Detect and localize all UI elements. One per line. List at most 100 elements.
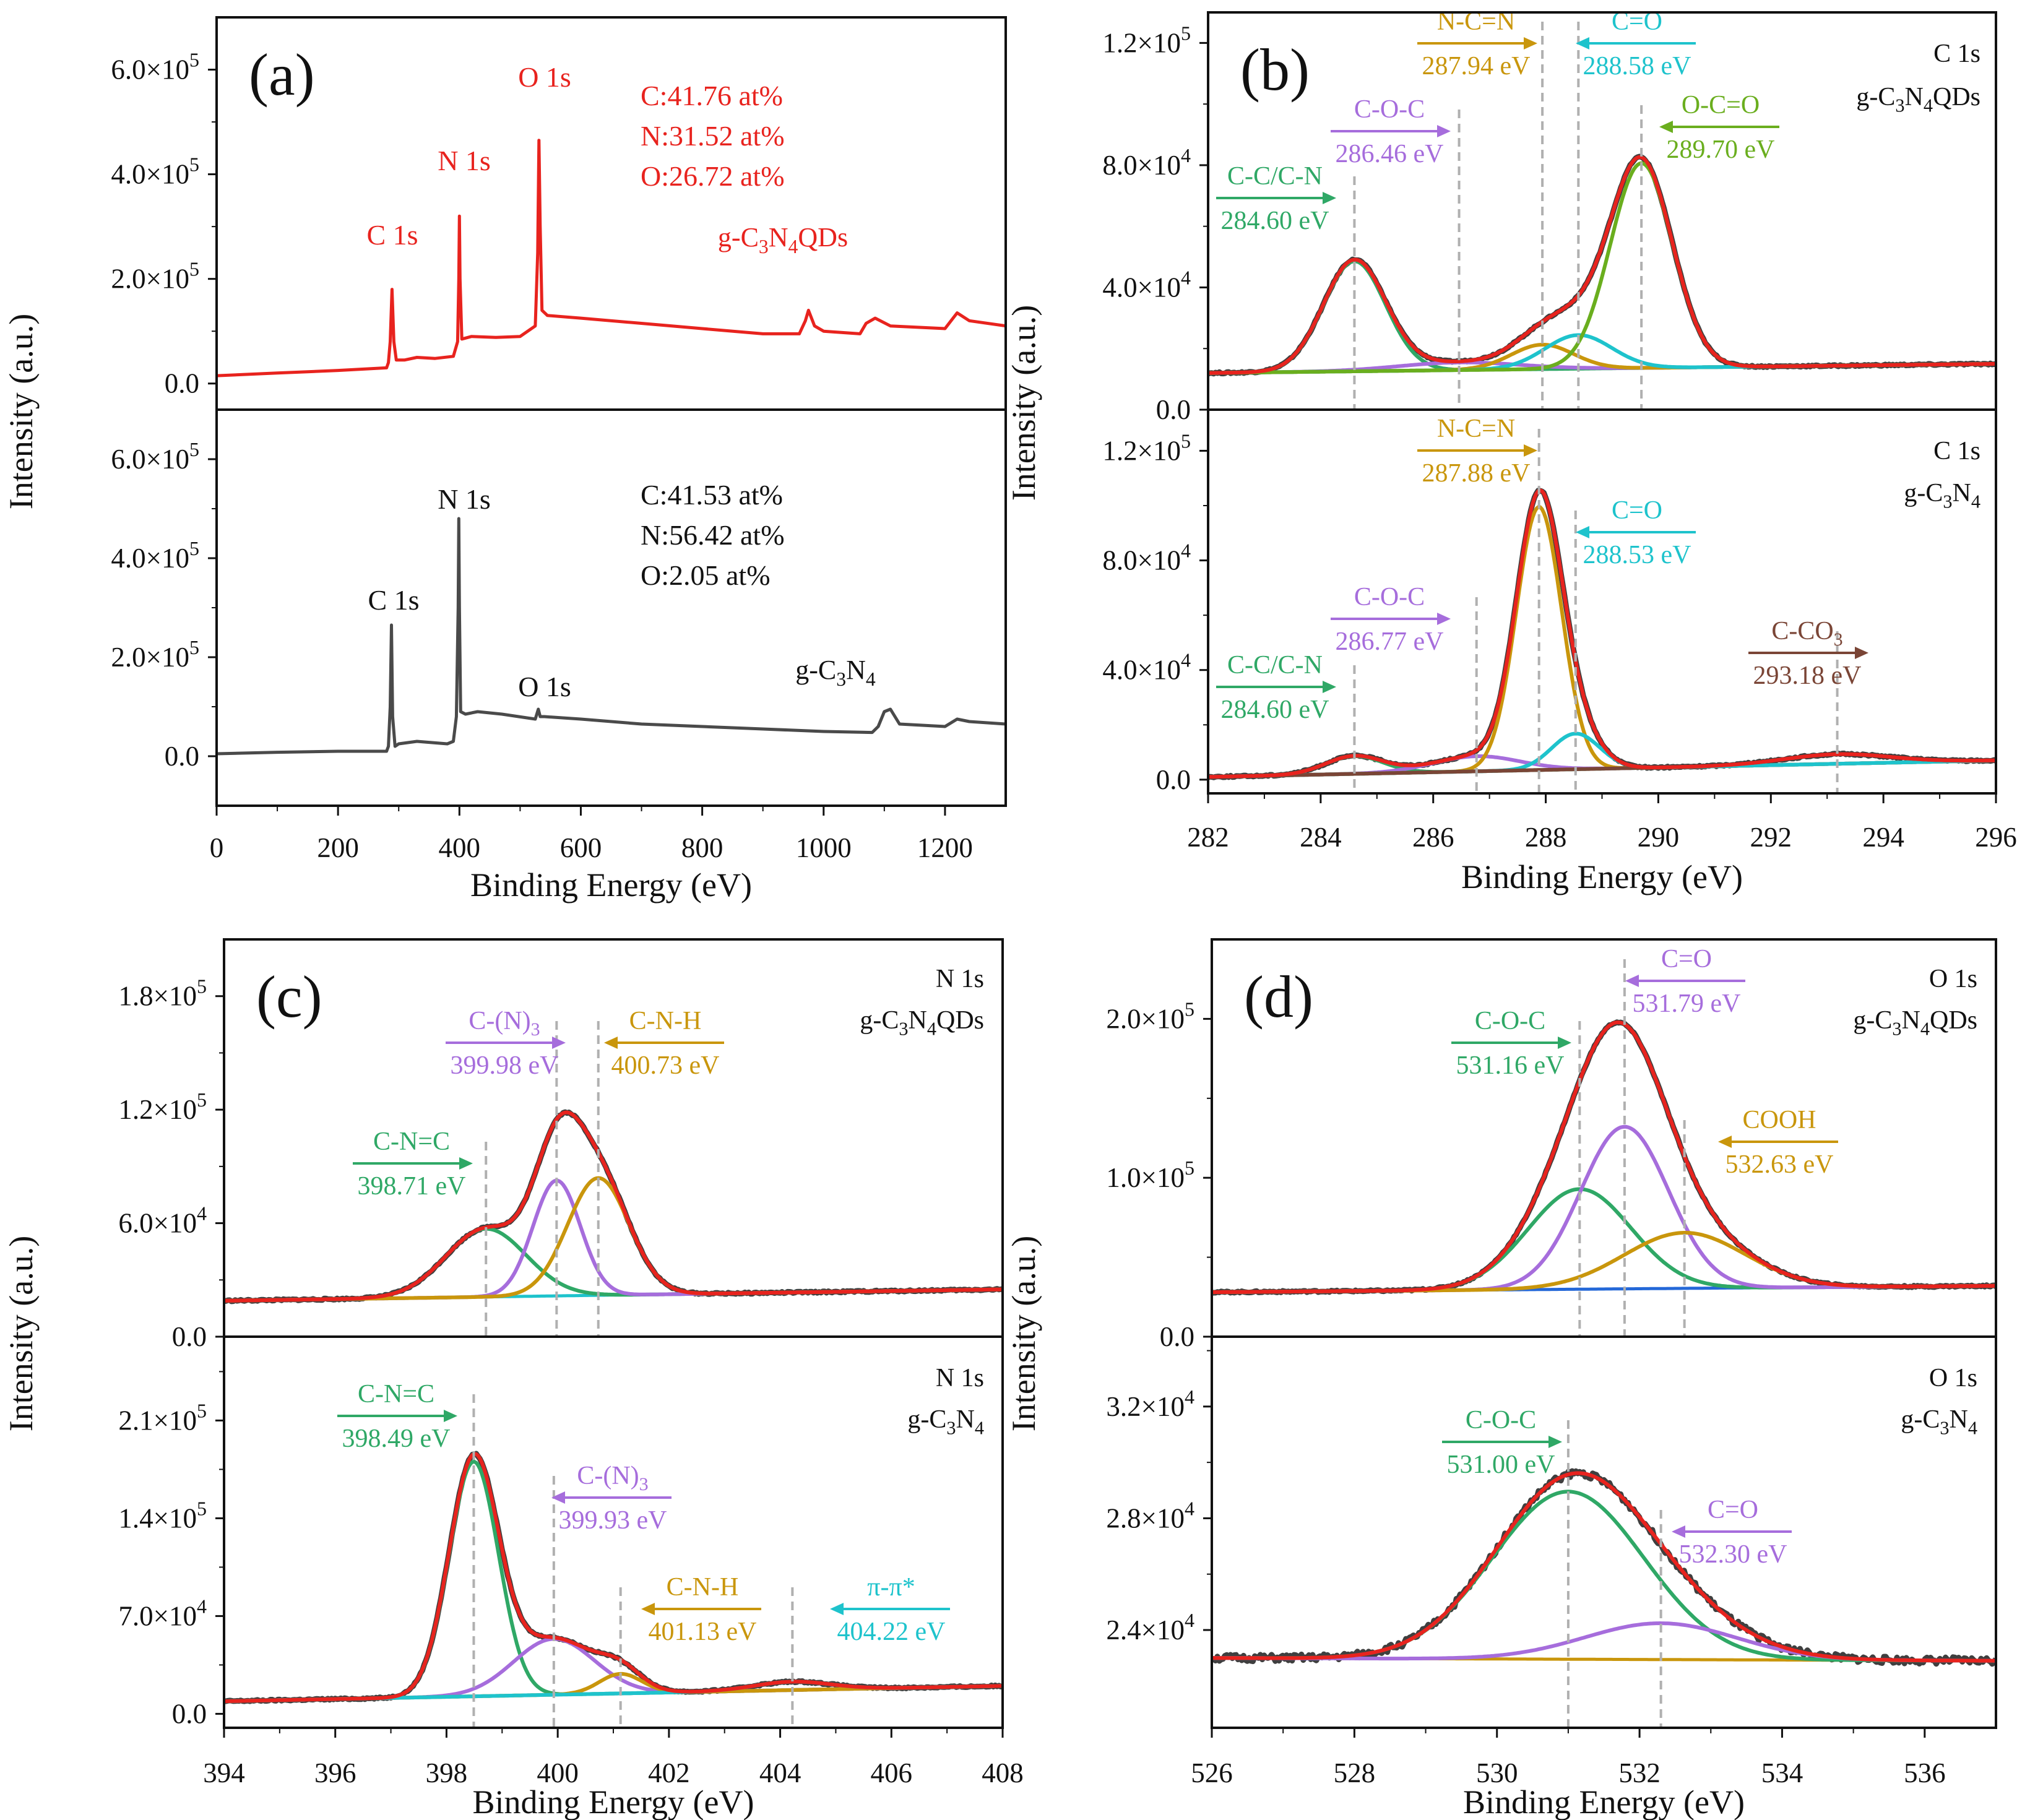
subplot-d-2: 2.4×104 2.8×104 3.2×104 C-O-C 531.00 eV C=O 53… xyxy=(1106,1335,1997,1729)
peak-arrow-head xyxy=(1576,37,1589,50)
y-tick-label: 0.0 xyxy=(172,1321,207,1352)
subplot-frame xyxy=(215,16,1007,411)
sample-label: g-C3N4QDs xyxy=(718,222,848,257)
y-axis-label: Intensity (a.u.) xyxy=(1005,305,1042,501)
x-tick-label: 600 xyxy=(560,832,602,863)
core-level-label: O 1s xyxy=(1929,1364,1977,1392)
component-line xyxy=(1212,1231,1996,1295)
peak-energy: 531.16 eV xyxy=(1456,1051,1565,1080)
subplot-frame xyxy=(1211,938,1997,1338)
x-tick-label: 290 xyxy=(1638,822,1680,853)
peak-energy: 284.60 eV xyxy=(1221,696,1329,724)
subplot-a-2: 0.0 2.0×105 4.0×105 6.0×105 C 1s N 1s O 1s C:41… xyxy=(111,408,1007,807)
x-tick-label: 528 xyxy=(1334,1757,1376,1788)
panel-a: 0.0 2.0×105 4.0×105 6.0×105 C 1s N 1s O 1s C:41… xyxy=(2,16,1007,904)
x-tick-label: 534 xyxy=(1761,1757,1803,1788)
x-tick-label: 400 xyxy=(439,832,481,863)
peak-arrow-head xyxy=(1855,647,1868,659)
peak-name: C=O xyxy=(1661,945,1712,973)
y-tick-label: 2.0×105 xyxy=(111,258,199,295)
peak-name: C-O-C xyxy=(1466,1406,1536,1434)
peak-energy: 287.88 eV xyxy=(1422,459,1531,488)
x-tick-label: 400 xyxy=(537,1757,579,1788)
y-tick-label: 1.0×105 xyxy=(1106,1157,1194,1193)
survey-line xyxy=(217,517,1006,756)
peak-name: C-N=C xyxy=(358,1380,434,1408)
core-level-label: C 1s xyxy=(1933,40,1980,68)
y-tick-label: 1.8×105 xyxy=(118,975,207,1012)
peak-energy: 532.30 eV xyxy=(1679,1540,1787,1569)
y-tick-label: 6.0×105 xyxy=(111,49,199,85)
sample-label: g-C3N4 xyxy=(907,1405,984,1439)
y-tick-label: 1.2×105 xyxy=(118,1089,207,1125)
y-tick-label: 6.0×104 xyxy=(118,1202,207,1239)
core-level-label: N 1s xyxy=(936,1364,984,1392)
peak-arrow-head xyxy=(552,1037,566,1049)
panel-label: (d) xyxy=(1244,964,1313,1030)
y-tick-label: 4.0×104 xyxy=(1102,649,1191,686)
peak-arrow-head xyxy=(604,1037,618,1049)
subplot-b-2: 0.0 4.0×104 8.0×104 1.2×105 C-C/C-N 284.60 eV… xyxy=(1102,408,1997,795)
peak-energy: 287.94 eV xyxy=(1422,52,1531,80)
survey-line xyxy=(217,139,1006,377)
peak-energy: 284.60 eV xyxy=(1221,207,1329,235)
y-tick-label: 0.0 xyxy=(172,1698,207,1729)
peak-energy: 398.49 eV xyxy=(342,1425,451,1453)
plot-area xyxy=(224,1109,1003,1305)
peak-arrow-head xyxy=(1625,975,1639,987)
panel-c: 0.0 6.0×104 1.2×105 1.8×105 C-N=C 398.71 eV C-… xyxy=(2,938,1024,1820)
core-level-label: C 1s xyxy=(1933,437,1980,465)
envelope-fit-line xyxy=(1208,488,1996,779)
peak-name: COOH xyxy=(1742,1106,1816,1134)
peak-energy: 400.73 eV xyxy=(611,1051,720,1080)
subplot-c-1: 0.0 6.0×104 1.2×105 1.8×105 C-N=C 398.71 eV C-… xyxy=(118,938,1004,1352)
peak-energy: 288.53 eV xyxy=(1583,541,1691,569)
x-axis-label: Binding Energy (eV) xyxy=(1461,858,1743,895)
panel-label: (b) xyxy=(1240,37,1310,103)
subplot-frame xyxy=(1207,408,1997,795)
peak-name: C-C/C-N xyxy=(1227,162,1323,191)
peak-arrow-head xyxy=(459,1157,473,1170)
sample-label: g-C3N4 xyxy=(1901,1405,1977,1439)
plot-area xyxy=(1212,1468,1996,1667)
y-tick-label: 4.0×104 xyxy=(1102,266,1191,303)
x-tick-label: 282 xyxy=(1187,822,1229,853)
peak-arrow-head xyxy=(444,1410,457,1422)
sample-label: g-C3N4QDs xyxy=(1853,1006,1977,1040)
envelope-fit-line xyxy=(224,1452,1003,1704)
core-level-label: O 1s xyxy=(1929,965,1977,993)
raw-data-line xyxy=(224,1109,1003,1305)
core-level-label: N 1s xyxy=(936,965,984,993)
subplot-frame xyxy=(1211,1335,1997,1729)
y-tick-label: 1.2×105 xyxy=(1102,429,1191,466)
component-line xyxy=(1212,1187,1996,1295)
y-tick-label: 2.0×105 xyxy=(1106,998,1194,1034)
peak-label: C 1s xyxy=(368,584,419,616)
envelope-fit-line xyxy=(1208,155,1996,375)
x-tick-label: 526 xyxy=(1191,1757,1233,1788)
envelope-fit-line xyxy=(224,1110,1003,1303)
peak-name: π-π* xyxy=(867,1573,915,1602)
peak-name: C=O xyxy=(1612,496,1662,525)
x-tick-label: 404 xyxy=(759,1757,801,1788)
x-tick-label: 532 xyxy=(1618,1757,1661,1788)
subplot-b-1: 0.0 4.0×104 8.0×104 1.2×105 C-C/C-N 284.60 eV… xyxy=(1102,7,1997,425)
x-tick-label: 402 xyxy=(648,1757,690,1788)
envelope-fit-line xyxy=(1212,1471,1996,1663)
x-tick-label: 530 xyxy=(1476,1757,1518,1788)
peak-energy: 399.98 eV xyxy=(451,1051,559,1080)
x-tick-label: 294 xyxy=(1862,822,1904,853)
x-tick-label: 1000 xyxy=(796,832,852,863)
peak-energy: 286.46 eV xyxy=(1336,140,1444,168)
composition-label: O:26.72 at% xyxy=(641,160,785,192)
x-tick-label: 536 xyxy=(1904,1757,1946,1788)
peak-name: C-(N)3 xyxy=(469,1007,540,1040)
y-tick-label: 4.0×105 xyxy=(111,153,199,190)
y-tick-label: 0.0 xyxy=(1160,1321,1194,1352)
x-tick-label: 396 xyxy=(314,1757,356,1788)
y-tick-label: 0.0 xyxy=(1156,394,1191,425)
peak-arrow-head xyxy=(1548,1436,1562,1448)
peak-name: O-C=O xyxy=(1682,91,1760,119)
x-axis-label: Binding Energy (eV) xyxy=(1463,1783,1745,1820)
